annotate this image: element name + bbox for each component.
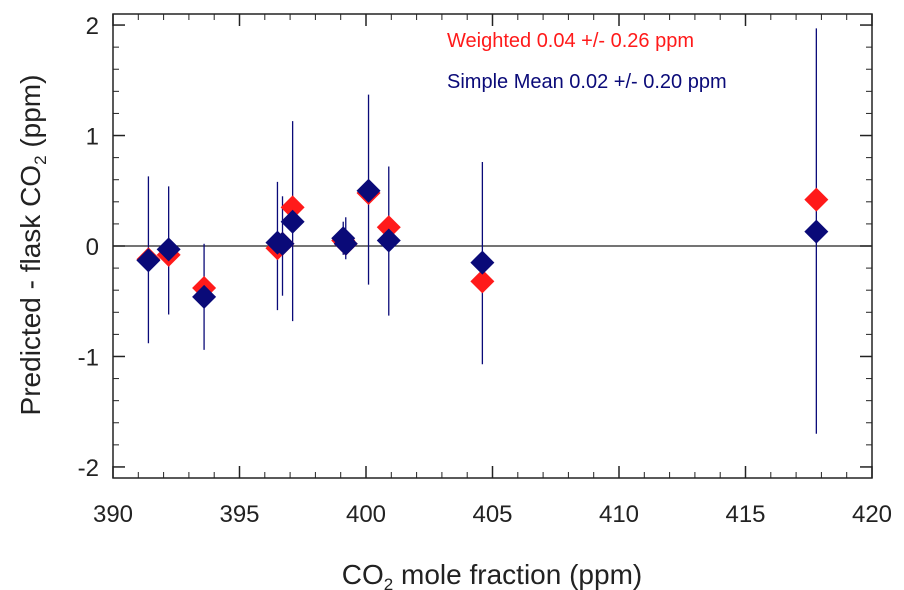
simple-mean-point bbox=[470, 250, 495, 275]
y-tick-label: -2 bbox=[78, 455, 99, 482]
x-tick-label: 415 bbox=[725, 501, 765, 528]
y-tick-label: 0 bbox=[86, 234, 99, 261]
x-tick-label: 410 bbox=[599, 501, 639, 528]
simple-mean-point bbox=[156, 237, 181, 262]
marks-layer bbox=[136, 28, 829, 434]
simple-mean-point bbox=[280, 209, 305, 234]
weighted-point bbox=[280, 195, 305, 220]
simple-mean-point bbox=[333, 231, 358, 256]
x-tick-label: 400 bbox=[346, 501, 386, 528]
y-tick-label: 1 bbox=[86, 124, 99, 151]
simple-mean-point bbox=[356, 178, 381, 203]
x-axis-title: CO2 mole fraction (ppm) bbox=[342, 559, 642, 590]
x-tick-label: 395 bbox=[219, 501, 259, 528]
simple-mean-point bbox=[270, 231, 295, 256]
weighted-point bbox=[376, 215, 401, 240]
y-axis-title: Predicted - flask CO2 (ppm) bbox=[15, 75, 50, 416]
ticks-layer: 390 395 400 405 410 415 420 -2 -1 0 1 2 bbox=[78, 13, 892, 528]
legend-simple-mean: Simple Mean 0.02 +/- 0.20 ppm bbox=[447, 71, 727, 93]
simple-mean-point bbox=[192, 284, 217, 309]
legend-weighted: Weighted 0.04 +/- 0.26 ppm bbox=[447, 30, 694, 52]
y-tick-label: -1 bbox=[78, 344, 99, 371]
simple-mean-point bbox=[804, 219, 829, 244]
weighted-point bbox=[470, 269, 495, 294]
y-tick-label: 2 bbox=[86, 13, 99, 40]
weighted-point bbox=[804, 187, 829, 212]
x-tick-label: 405 bbox=[472, 501, 512, 528]
simple-mean-point bbox=[136, 248, 161, 273]
x-tick-label: 420 bbox=[852, 501, 892, 528]
simple-mean-point bbox=[376, 228, 401, 253]
x-tick-label: 390 bbox=[93, 501, 133, 528]
